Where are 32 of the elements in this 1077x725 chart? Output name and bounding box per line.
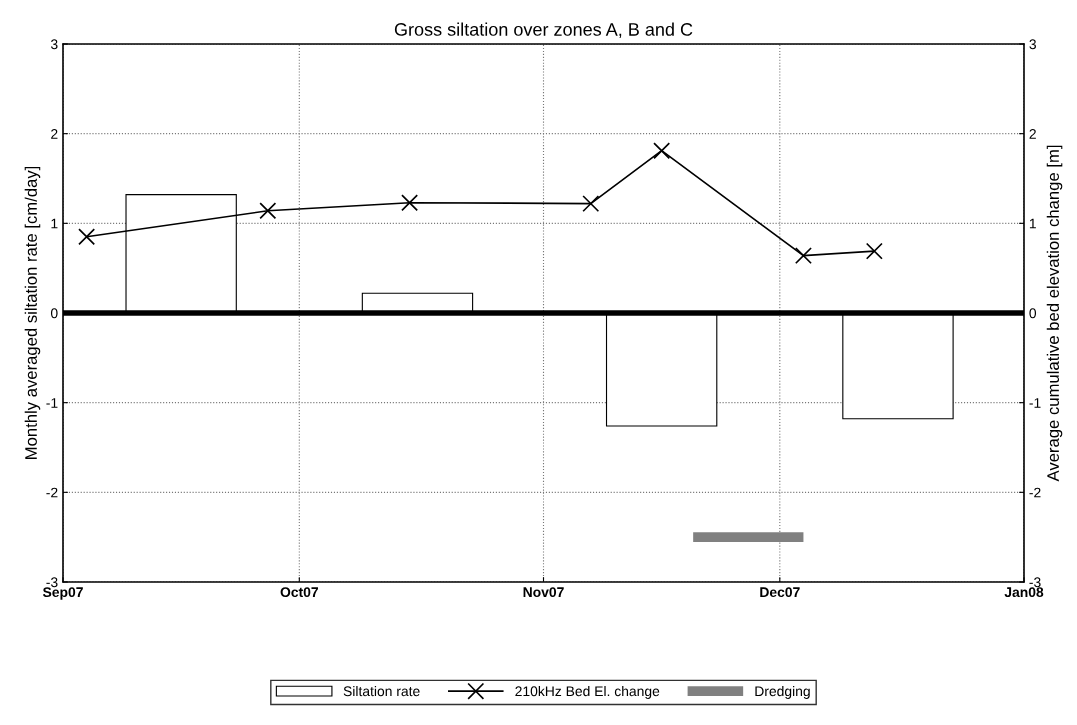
y2-tick-label: 0 [1029, 308, 1037, 319]
legend-label: Siltation rate [343, 685, 420, 697]
y2-tick-label: 2 [1029, 129, 1036, 139]
y-axis-title: Monthly averaged siltation rate [cm/day] [24, 166, 41, 459]
x-tick-label: Nov07 [523, 587, 564, 598]
y2-tick-label: 3 [1029, 39, 1036, 50]
legend-label: Dredging [755, 685, 810, 699]
y-tick-label: -3 [46, 577, 58, 588]
y-tick-label: -2 [46, 487, 58, 498]
point [78, 228, 96, 246]
y-tick-label: 3 [50, 39, 58, 50]
point [653, 142, 671, 160]
y-tick-label: 0 [50, 308, 58, 319]
x-tick-label: Jan08 [1004, 587, 1044, 598]
y2-axis-title: Average cumulative bed elevation change [m] [1046, 145, 1063, 482]
y2-tick-label: -2 [1029, 487, 1041, 498]
y2-tick-label: 1 [1029, 218, 1036, 229]
chart-title: Gross siltation over zones A, B and C [394, 22, 693, 38]
y2-tick-label: -1 [1029, 398, 1041, 408]
x-tick-label: Oct07 [280, 587, 318, 598]
point [582, 195, 600, 213]
x-tick-label: Dec07 [760, 587, 800, 598]
y2-tick-label: -3 [1029, 577, 1041, 588]
y-tick-label: -1 [46, 398, 58, 408]
y-tick-label: 1 [51, 218, 58, 229]
point [794, 247, 812, 265]
point [401, 194, 419, 212]
legend-label: 210kHz Bed El. change [515, 685, 660, 699]
x-tick-label: Sep07 [42, 587, 83, 600]
y-tick-label: 2 [51, 129, 58, 139]
point [865, 242, 883, 260]
point [259, 202, 277, 220]
